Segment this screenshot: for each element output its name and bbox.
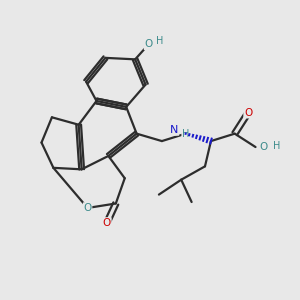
Text: O: O [260,142,268,152]
Text: O: O [103,218,111,228]
Text: N: N [170,125,178,135]
Text: H: H [156,36,164,46]
Text: H: H [273,140,280,151]
Text: H: H [182,129,189,139]
Text: O: O [83,203,92,213]
Text: O: O [244,108,252,118]
Text: O: O [144,40,153,50]
